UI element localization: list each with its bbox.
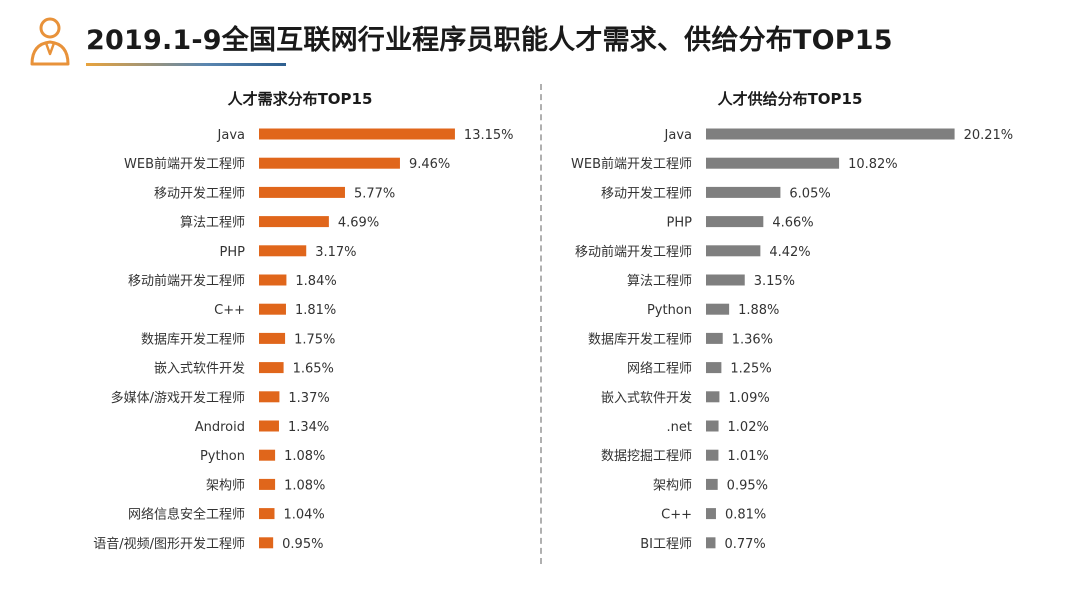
demand-category-label: 多媒体/游戏开发工程师 xyxy=(111,390,245,406)
supply-category-label: .net xyxy=(667,420,692,435)
supply-category-label: Java xyxy=(664,128,692,143)
supply-bar xyxy=(706,537,716,549)
demand-category-label: Java xyxy=(217,128,245,143)
demand-value-label: 1.37% xyxy=(288,391,329,406)
supply-bar xyxy=(706,332,723,344)
page-title: 2019.1-9全国互联网行业程序员职能人才需求、供给分布TOP15 xyxy=(86,25,893,56)
supply-bar xyxy=(706,508,716,520)
supply-bar xyxy=(706,186,781,198)
demand-category-label: 移动前端开发工程师 xyxy=(128,273,245,289)
demand-value-label: 9.46% xyxy=(409,157,450,172)
demand-category-label: 语音/视频/图形开发工程师 xyxy=(93,536,245,552)
demand-value-label: 1.81% xyxy=(295,303,336,318)
demand-category-label: 网络信息安全工程师 xyxy=(128,507,245,523)
supply-bar xyxy=(706,245,761,257)
demand-value-label: 0.95% xyxy=(282,537,323,552)
demand-category-label: PHP xyxy=(220,245,246,260)
supply-value-label: 1.02% xyxy=(728,420,769,435)
supply-category-label: 算法工程师 xyxy=(627,274,692,289)
demand-category-label: 嵌入式软件开发 xyxy=(154,361,245,377)
supply-category-label: Python xyxy=(647,303,692,318)
supply-category-label: 移动开发工程师 xyxy=(601,185,692,201)
supply-value-label: 0.95% xyxy=(727,478,768,493)
demand-bar xyxy=(259,362,284,374)
supply-value-label: 6.05% xyxy=(789,186,830,201)
supply-bar xyxy=(706,157,840,169)
supply-value-label: 1.36% xyxy=(732,332,773,347)
panel-divider xyxy=(540,84,542,564)
supply-bar xyxy=(706,478,718,490)
supply-category-label: 数据库开发工程师 xyxy=(588,331,692,347)
supply-bar xyxy=(706,362,722,374)
supply-bar xyxy=(706,449,719,461)
demand-value-label: 1.34% xyxy=(288,420,329,435)
supply-chart-title: 人才供给分布TOP15 xyxy=(717,90,863,108)
supply-category-label: WEB前端开发工程师 xyxy=(571,156,692,172)
demand-bar xyxy=(259,449,276,461)
demand-chart-title: 人才需求分布TOP15 xyxy=(227,90,373,108)
supply-value-label: 1.88% xyxy=(738,303,779,318)
demand-bar xyxy=(259,391,280,403)
supply-value-label: 1.01% xyxy=(727,449,768,464)
demand-value-label: 5.77% xyxy=(354,186,395,201)
demand-bar xyxy=(259,478,276,490)
supply-category-label: PHP xyxy=(667,216,693,231)
demand-value-label: 1.08% xyxy=(284,449,325,464)
demand-bar xyxy=(259,332,286,344)
supply-bar xyxy=(706,274,745,286)
demand-bar-chart: Java 13.15% WEB前端开发工程师 9.46% 移动开发工程师 5.77% 算法工… xyxy=(93,128,514,552)
supply-category-label: BI工程师 xyxy=(640,537,692,552)
demand-value-label: 1.75% xyxy=(294,332,335,347)
supply-bar xyxy=(706,391,720,403)
supply-value-label: 3.15% xyxy=(754,274,795,289)
demand-value-label: 1.65% xyxy=(293,362,334,377)
demand-category-label: 架构师 xyxy=(206,478,245,493)
demand-category-label: C++ xyxy=(214,303,245,318)
demand-category-label: 数据库开发工程师 xyxy=(141,331,245,347)
title-underline xyxy=(86,63,286,66)
supply-category-label: 架构师 xyxy=(653,478,692,493)
supply-value-label: 4.66% xyxy=(772,216,813,231)
supply-bar xyxy=(706,420,719,432)
demand-value-label: 13.15% xyxy=(464,128,514,143)
demand-bar xyxy=(259,274,287,286)
supply-value-label: 4.42% xyxy=(769,245,810,260)
supply-bar xyxy=(706,303,730,315)
demand-value-label: 4.69% xyxy=(338,216,379,231)
supply-bar xyxy=(706,216,764,228)
supply-value-label: 1.25% xyxy=(730,362,771,377)
supply-category-label: 数据挖掘工程师 xyxy=(601,449,692,464)
demand-value-label: 3.17% xyxy=(315,245,356,260)
demand-value-label: 1.04% xyxy=(283,508,324,523)
demand-bar xyxy=(259,245,307,257)
person-icon xyxy=(30,17,70,66)
demand-bar xyxy=(259,508,275,520)
supply-value-label: 20.21% xyxy=(964,128,1014,143)
demand-bar xyxy=(259,128,455,140)
supply-value-label: 10.82% xyxy=(848,157,898,172)
demand-value-label: 1.84% xyxy=(295,274,336,289)
demand-category-label: WEB前端开发工程师 xyxy=(124,156,245,172)
supply-category-label: C++ xyxy=(661,508,692,523)
demand-value-label: 1.08% xyxy=(284,478,325,493)
demand-bar xyxy=(259,537,274,549)
demand-bar xyxy=(259,303,286,315)
demand-category-label: 算法工程师 xyxy=(180,216,245,231)
demand-bar xyxy=(259,186,345,198)
demand-category-label: 移动开发工程师 xyxy=(154,185,245,201)
demand-bar xyxy=(259,216,329,228)
demand-category-label: Python xyxy=(200,449,245,464)
supply-bar xyxy=(706,128,955,140)
demand-bar xyxy=(259,157,400,169)
supply-category-label: 网络工程师 xyxy=(627,361,692,377)
supply-value-label: 0.77% xyxy=(724,537,765,552)
supply-value-label: 0.81% xyxy=(725,508,766,523)
supply-value-label: 1.09% xyxy=(728,391,769,406)
demand-bar xyxy=(259,420,279,432)
demand-category-label: Android xyxy=(195,420,245,435)
supply-category-label: 嵌入式软件开发 xyxy=(601,390,692,406)
supply-category-label: 移动前端开发工程师 xyxy=(575,244,692,260)
